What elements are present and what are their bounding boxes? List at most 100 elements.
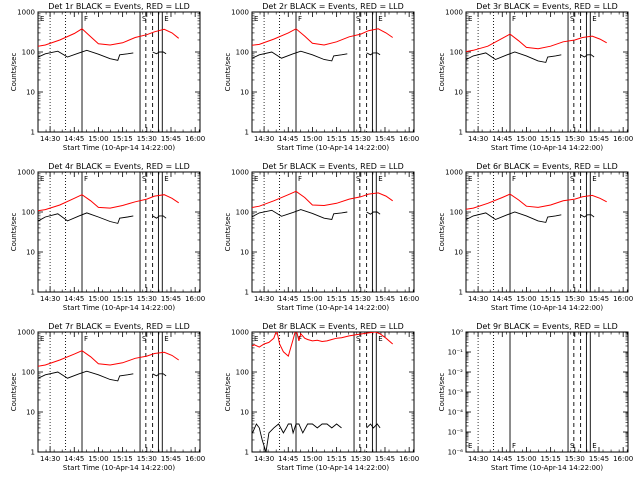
plot-frame (251, 11, 415, 133)
series-events-segment (366, 211, 381, 215)
panel-1: Det 1r BLACK = Events, RED = LLD 1 10 100 10… (10, 2, 205, 152)
series-lld (38, 350, 179, 367)
y-tick-label: 1000 (231, 329, 249, 337)
x-tick-label: 15:00 (302, 295, 322, 303)
x-tick-label: 14:45 (64, 455, 84, 463)
marker-annotation: S (570, 442, 575, 450)
marker-annotation: S (356, 335, 361, 343)
x-tick-label: 14:30 (254, 135, 274, 143)
series-events (38, 49, 134, 61)
y-tick-label: 100 (22, 49, 35, 57)
panel-title: Det 2r BLACK = Events, RED = LLD (262, 2, 404, 11)
panel-title: Det 6r BLACK = Events, RED = LLD (476, 162, 618, 171)
x-tick-label: 16:00 (185, 455, 205, 463)
series-events-segment (366, 52, 381, 56)
x-tick-label: 14:45 (64, 135, 84, 143)
y-tick-label: 100 (236, 209, 249, 217)
x-tick-label: 15:15 (113, 455, 133, 463)
panel-title: Det 3r BLACK = Events, RED = LLD (476, 2, 618, 11)
plot-frame (465, 171, 629, 293)
y-axis-label: Counts/sec (224, 213, 232, 252)
series-lld (252, 332, 394, 357)
y-axis-label: Counts/sec (10, 373, 18, 412)
marker-annotation: E (468, 175, 472, 183)
series-events (38, 370, 134, 382)
series-events-segment (152, 215, 167, 219)
y-axis-label: Counts/sec (224, 53, 232, 92)
y-tick-label: 1000 (17, 9, 35, 17)
marker-annotation: E (164, 15, 168, 23)
x-tick-label: 14:30 (40, 455, 60, 463)
panel-2: Det 2r BLACK = Events, RED = LLD 1 10 100 10… (224, 2, 419, 152)
marker-annotation: S (142, 175, 147, 183)
y-tick-label: 10⁻¹ (448, 349, 464, 357)
y-tick-label: 1 (31, 129, 35, 137)
marker-annotation: E (592, 175, 596, 183)
x-tick-label: 15:15 (327, 295, 347, 303)
x-tick-label: 16:00 (399, 455, 419, 463)
marker-annotation: E (40, 15, 44, 23)
marker-annotation: E (40, 175, 44, 183)
y-tick-label: 10⁻⁶ (448, 449, 464, 457)
marker-annotation: E (468, 15, 472, 23)
marker-annotation: F (84, 15, 88, 23)
panel-title: Det 8r BLACK = Events, RED = LLD (262, 322, 404, 331)
marker-annotation: S (356, 15, 361, 23)
x-tick-label: 14:30 (254, 455, 274, 463)
x-tick-label: 15:45 (375, 455, 395, 463)
panel-3: Det 3r BLACK = Events, RED = LLD 1 10 100 10… (438, 2, 633, 152)
x-tick-label: 15:00 (88, 295, 108, 303)
marker-annotation: E (164, 175, 168, 183)
panel-title: Det 4r BLACK = Events, RED = LLD (48, 162, 190, 171)
marker-annotation: F (298, 175, 302, 183)
y-tick-label: 1000 (17, 329, 35, 337)
y-tick-label: 1000 (231, 169, 249, 177)
x-axis-label: Start Time (10-Apr-14 14:22:00) (277, 464, 389, 472)
marker-annotation: F (298, 335, 302, 343)
x-tick-label: 15:15 (113, 135, 133, 143)
marker-annotation: S (570, 15, 575, 23)
plot-frame (251, 171, 415, 293)
x-tick-label: 16:00 (613, 135, 633, 143)
x-tick-label: 14:30 (254, 295, 274, 303)
y-tick-label: 1 (31, 449, 35, 457)
y-axis-label: Counts/sec (10, 53, 18, 92)
series-lld (38, 28, 180, 47)
y-tick-label: 100 (450, 49, 463, 57)
plot-frame (37, 171, 201, 293)
x-tick-label: 16:00 (185, 135, 205, 143)
series-lld (252, 28, 393, 46)
y-tick-label: 1 (459, 129, 463, 137)
series-events (38, 212, 134, 224)
x-tick-label: 14:45 (492, 295, 512, 303)
series-lld (38, 194, 179, 212)
y-tick-label: 1000 (17, 169, 35, 177)
panel-title: Det 5r BLACK = Events, RED = LLD (262, 162, 404, 171)
plot-frame (465, 11, 629, 133)
panel-title: Det 9r BLACK = Events, RED = LLD (476, 322, 618, 331)
x-tick-label: 16:00 (399, 295, 419, 303)
x-tick-label: 15:00 (302, 135, 322, 143)
x-tick-label: 14:30 (468, 455, 488, 463)
marker-annotation: F (512, 175, 516, 183)
marker-annotation: E (254, 335, 258, 343)
series-events (466, 211, 562, 223)
panel-4: Det 4r BLACK = Events, RED = LLD 1 10 100 10… (10, 162, 205, 312)
series-events-segment (580, 54, 595, 58)
x-tick-label: 14:45 (278, 295, 298, 303)
series-lld (466, 193, 607, 210)
x-tick-label: 15:30 (351, 135, 371, 143)
x-tick-label: 15:30 (565, 455, 585, 463)
x-tick-label: 15:00 (302, 455, 322, 463)
y-tick-label: 1 (245, 449, 249, 457)
series-events-segment (580, 214, 595, 218)
marker-annotation: F (84, 175, 88, 183)
marker-annotation: E (468, 442, 472, 450)
x-axis-label: Start Time (10-Apr-14 14:22:00) (63, 464, 175, 472)
y-axis-label: Counts/sec (438, 373, 446, 412)
x-tick-label: 14:30 (468, 295, 488, 303)
x-tick-label: 15:45 (375, 135, 395, 143)
y-tick-label: 10 (454, 89, 463, 97)
x-tick-label: 15:15 (541, 135, 561, 143)
y-tick-label: 100 (22, 209, 35, 217)
